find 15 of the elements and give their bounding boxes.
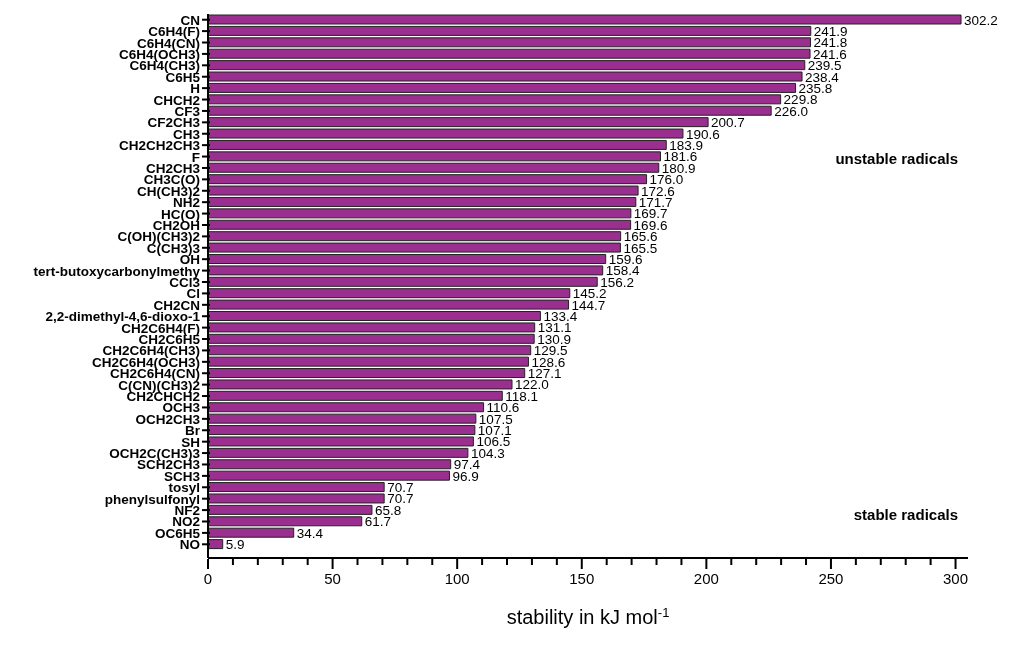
data-label: 34.4 bbox=[296, 525, 324, 541]
x-tick-label: 0 bbox=[203, 570, 213, 587]
x-tick-label: 250 bbox=[818, 570, 844, 587]
y-tick-label: CN bbox=[180, 12, 200, 28]
region-note: unstable radicals bbox=[835, 150, 958, 167]
x-tick-label: 150 bbox=[569, 570, 595, 587]
data-label: 302.2 bbox=[964, 12, 998, 28]
x-tick-label: 300 bbox=[943, 570, 969, 587]
y-tick-label: SCH3 bbox=[163, 468, 201, 484]
x-tick-label: 100 bbox=[444, 570, 470, 587]
x-axis-title: stability in kJ mol$^{-1}$ bbox=[506, 604, 670, 628]
x-tick-label: 50 bbox=[324, 570, 341, 587]
x-tick-label: 200 bbox=[693, 570, 719, 587]
data-label: 5.9 bbox=[225, 537, 245, 553]
region-note: stable radicals bbox=[853, 506, 958, 523]
